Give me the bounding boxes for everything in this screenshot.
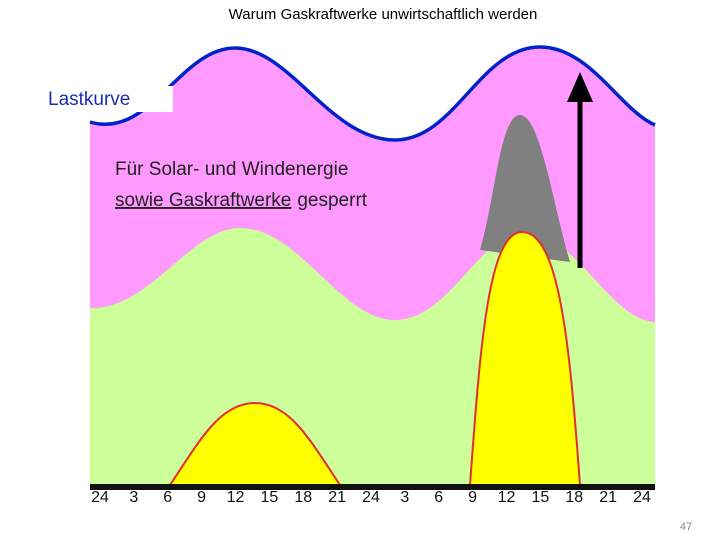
x-tick-label: 3 (129, 489, 138, 506)
gray-peak (480, 115, 570, 262)
x-tick-label: 9 (468, 489, 477, 506)
x-axis: 24 3 6 9 12 15 18 21 24 3 6 9 12 15 18 21 24 (91, 489, 651, 506)
x-tick-label: 24 (91, 489, 109, 506)
x-tick-label: 12 (498, 489, 516, 506)
x-tick-label: 9 (197, 489, 206, 506)
x-tick-label: 21 (599, 489, 617, 506)
x-tick-label: 15 (531, 489, 549, 506)
x-tick-label: 15 (260, 489, 278, 506)
note-line: Für Solar- und Windenergie (115, 159, 348, 180)
x-tick-label: 18 (565, 489, 583, 506)
yellow-area-1 (169, 401, 341, 486)
label-box (45, 86, 173, 112)
slide-title: Warum Gaskraftwerke unwirtschaftlich wer… (229, 6, 538, 23)
x-tick-label: 3 (400, 489, 409, 506)
axis-bar (90, 484, 655, 490)
note-underlined: sowie Gaskraftwerke (115, 190, 291, 211)
arrow-head (567, 72, 593, 102)
x-tick-label: 24 (633, 489, 651, 506)
x-tick-label: 21 (328, 489, 346, 506)
x-tick-label: 6 (163, 489, 172, 506)
note-line: sowie Gaskraftwerke gesperrt (115, 190, 368, 211)
x-tick-label: 12 (227, 489, 245, 506)
load-curve-label: Lastkurve (48, 89, 130, 110)
yellow-area-2 (469, 230, 581, 486)
load-curve (89, 45, 656, 142)
x-tick-label: 18 (294, 489, 312, 506)
x-tick-label: 24 (362, 489, 380, 506)
note-rest: gesperrt (297, 190, 367, 211)
page-number: 47 (680, 521, 692, 533)
x-tick-label: 6 (434, 489, 443, 506)
